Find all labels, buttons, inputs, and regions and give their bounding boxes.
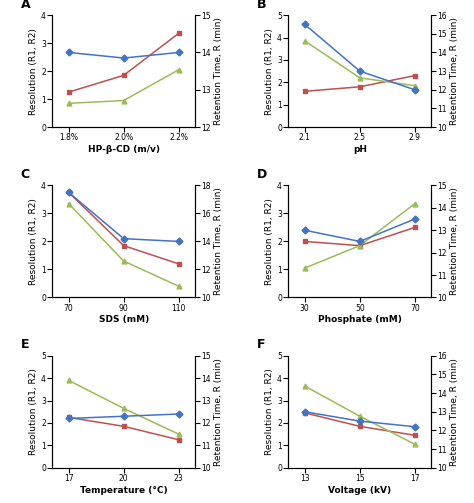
Y-axis label: Resolution (R1, R2): Resolution (R1, R2) — [265, 198, 274, 285]
X-axis label: Phosphate (mM): Phosphate (mM) — [318, 315, 402, 324]
Y-axis label: Resolution (R1, R2): Resolution (R1, R2) — [29, 368, 38, 455]
Text: C: C — [21, 168, 30, 181]
X-axis label: Temperature (°C): Temperature (°C) — [80, 486, 167, 495]
Y-axis label: Resolution (R1, R2): Resolution (R1, R2) — [265, 368, 274, 455]
Text: A: A — [21, 0, 30, 11]
Y-axis label: Retention Time, R (min): Retention Time, R (min) — [450, 17, 459, 125]
Y-axis label: Retention Time, R (min): Retention Time, R (min) — [214, 188, 223, 295]
Y-axis label: Resolution (R1, R2): Resolution (R1, R2) — [265, 28, 274, 115]
Y-axis label: Resolution (R1, R2): Resolution (R1, R2) — [29, 198, 38, 285]
X-axis label: HP-β-CD (m/v): HP-β-CD (m/v) — [88, 145, 160, 154]
Text: E: E — [21, 338, 29, 351]
X-axis label: SDS (mM): SDS (mM) — [99, 315, 149, 324]
Text: F: F — [257, 338, 265, 351]
X-axis label: Voltage (kV): Voltage (kV) — [328, 486, 392, 495]
Y-axis label: Retention Time, R (min): Retention Time, R (min) — [214, 17, 223, 125]
Y-axis label: Retention Time, R (min): Retention Time, R (min) — [450, 188, 459, 295]
Y-axis label: Retention Time, R (min): Retention Time, R (min) — [214, 358, 223, 466]
Text: B: B — [257, 0, 266, 11]
X-axis label: pH: pH — [353, 145, 367, 154]
Text: D: D — [257, 168, 267, 181]
Y-axis label: Retention Time, R (min): Retention Time, R (min) — [450, 358, 459, 466]
Y-axis label: Resolution (R1, R2): Resolution (R1, R2) — [29, 28, 38, 115]
